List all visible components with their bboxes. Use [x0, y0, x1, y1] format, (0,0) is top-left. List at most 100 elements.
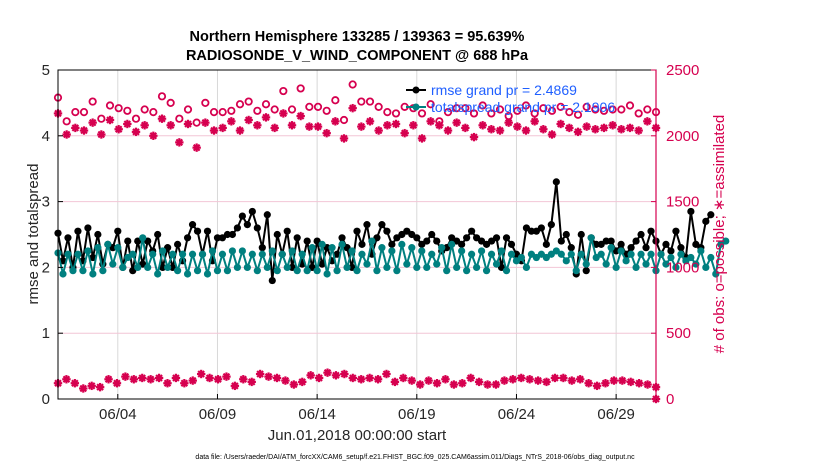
obs-assimilated-point [339, 134, 349, 143]
obs-assimilated-point [79, 126, 89, 135]
totalspread-point [612, 263, 620, 271]
rmse-point [388, 240, 396, 248]
obs-assimilated-low-point [230, 381, 240, 391]
totalspread-point [159, 247, 167, 255]
y-axis-right-ticks: 0 500 1000 1500 2000 2500 [651, 62, 699, 408]
obs-possible-point [495, 105, 505, 114]
obs-assimilated-point [461, 123, 470, 133]
obs-possible-point [539, 104, 548, 113]
obs-assimilated-low-point [592, 381, 602, 391]
totalspread-point [74, 250, 82, 258]
obs-assimilated-point [435, 121, 444, 130]
obs-assimilated-low-point [188, 376, 197, 385]
y-right-tick-label: 500 [666, 325, 691, 342]
obs-possible-point [461, 104, 470, 113]
obs-possible-point [417, 109, 427, 118]
totalspread-point [203, 270, 212, 278]
obs-assimilated-point [547, 130, 557, 139]
totalspread-point [134, 263, 142, 271]
totalspread-point [597, 250, 605, 258]
totalspread-point [502, 267, 511, 275]
rmse-point [383, 227, 391, 235]
obs-assimilated-point [348, 103, 357, 113]
totalspread-point [174, 267, 182, 275]
obs-possible-point [331, 96, 340, 105]
rmse-point [378, 221, 386, 229]
obs-assimilated-low-point [357, 375, 366, 384]
rmse-point [502, 234, 511, 242]
totalspread-point [687, 253, 695, 262]
y-right-tick-label: 2000 [666, 128, 699, 145]
rmse-point [84, 224, 92, 232]
totalspread-point [692, 260, 700, 268]
totalspread-point [253, 267, 261, 275]
rmse-point [353, 227, 361, 235]
y-left-tick-label: 2 [42, 259, 50, 276]
rmse-point [557, 237, 565, 245]
rmse-point [233, 224, 241, 232]
obs-assimilated-low-point [180, 379, 189, 388]
obs-assimilated-point [565, 123, 574, 133]
obs-assimilated-point [391, 119, 401, 129]
rmse-point [632, 237, 640, 245]
rmse-point [458, 240, 466, 248]
obs-assimilated-point [599, 123, 609, 133]
totalspread-point [642, 260, 650, 268]
obs-possible-point [530, 109, 539, 118]
obs-assimilated-low-point [575, 375, 585, 384]
rmse-point [602, 237, 610, 245]
obs-assimilated-point [287, 121, 297, 130]
y-left-tick-label: 3 [42, 194, 50, 211]
totalspread-point [338, 240, 346, 248]
obs-possible-point [88, 97, 97, 106]
obs-assimilated-low-point [255, 369, 265, 379]
totalspread-point [323, 270, 331, 278]
obs-assimilated-low-point [550, 373, 560, 383]
totalspread-point [243, 263, 251, 271]
obs-assimilated-low-point [390, 377, 400, 387]
rmse-point [228, 230, 237, 239]
y-axis-right-label: # of obs: o=possible; ∗=assimilated [711, 115, 728, 354]
y-left-tick-label: 5 [42, 62, 50, 79]
rmse-point [463, 234, 471, 242]
rmse-point [702, 217, 710, 225]
obs-assimilated-point [591, 125, 600, 134]
obs-assimilated-low-point [533, 376, 543, 385]
rmse-point [263, 211, 271, 219]
rmse-point [423, 237, 431, 245]
rmse-point [627, 244, 635, 252]
obs-assimilated-low-point [559, 373, 568, 383]
totalspread-point [413, 263, 421, 271]
obs-possible-point [209, 108, 219, 117]
obs-possible-point [426, 100, 435, 109]
totalspread-point [178, 250, 187, 258]
obs-assimilated-low-point [466, 373, 475, 383]
totalspread-point [223, 267, 232, 275]
rmse-point [124, 237, 132, 245]
totalspread-point [473, 263, 481, 271]
obs-assimilated-low-point [314, 373, 324, 383]
obs-assimilated-low-point [87, 381, 96, 391]
obs-assimilated-point [279, 109, 288, 118]
obs-assimilated-low-point [542, 377, 551, 387]
obs-assimilated-point [608, 121, 617, 130]
totalspread-point [587, 234, 595, 242]
obs-assimilated-point [235, 126, 245, 135]
obs-assimilated-low-point [331, 371, 341, 380]
obs-assimilated-point [166, 121, 175, 130]
obs-assimilated-point [218, 123, 227, 133]
totalspread-point [59, 270, 67, 278]
rmse-point [188, 221, 197, 229]
obs-possible-point [573, 110, 583, 119]
obs-possible-point [175, 114, 184, 123]
totalspread-point [428, 250, 436, 258]
rmse-point [667, 247, 675, 255]
rmse-point [258, 244, 266, 252]
obs-possible-point [452, 104, 461, 113]
obs-assimilated-point [487, 125, 496, 134]
y-left-tick-label: 4 [42, 128, 50, 145]
obs-possible-point [348, 80, 357, 89]
totalspread-point [69, 267, 77, 275]
totalspread-point [672, 263, 680, 271]
rmse-point [562, 230, 570, 239]
